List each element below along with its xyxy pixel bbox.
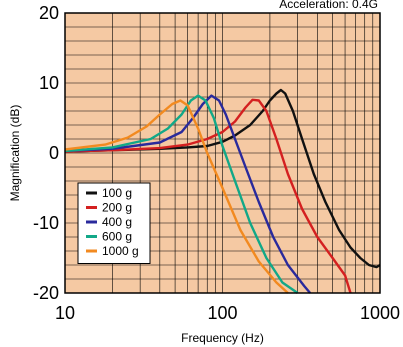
series-line	[64, 94, 312, 294]
series-line	[64, 98, 352, 294]
legend-label: 1000 g	[102, 244, 139, 258]
y-tick-label: -10	[33, 213, 59, 233]
y-axis-label: Magnification (dB)	[8, 105, 22, 202]
y-tick-label: 10	[39, 73, 59, 93]
y-tick-label: 20	[39, 3, 59, 23]
y-tick-label: 0	[49, 143, 59, 163]
series-line	[64, 94, 299, 294]
y-tick-label: -20	[33, 283, 59, 303]
x-tick-label: 10	[55, 303, 75, 323]
series-line	[64, 99, 289, 294]
series-layer	[64, 88, 381, 294]
legend-label: 400 g	[102, 215, 132, 229]
legend-label: 600 g	[102, 230, 132, 244]
plot-frame	[64, 12, 381, 294]
legend-label: 100 g	[102, 186, 132, 200]
series-line	[64, 88, 381, 269]
x-tick-label: 1000	[360, 303, 400, 323]
legend-label: 200 g	[102, 201, 132, 215]
tick-labels: -20 -10 0 10 20 10 100 1000	[33, 3, 400, 323]
x-axis-label: Frequency (Hz)	[181, 331, 264, 345]
chart-annotation: Acceleration: 0.4G	[279, 0, 378, 11]
x-tick-label: 100	[207, 303, 237, 323]
